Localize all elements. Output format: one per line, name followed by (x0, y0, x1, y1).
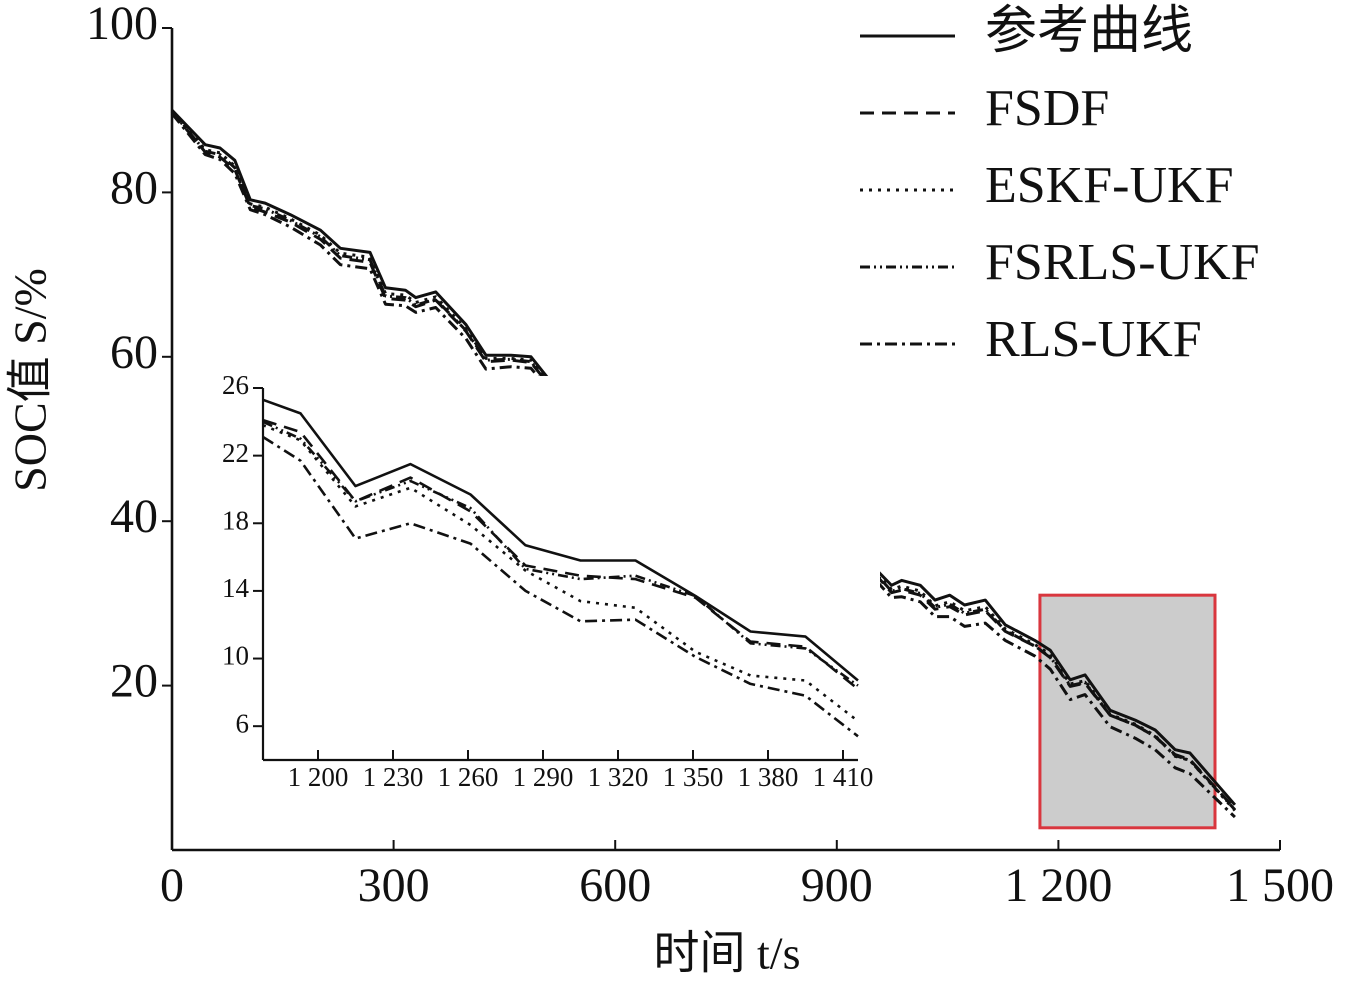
y-tick-label: 60 (110, 326, 158, 379)
y-tick-label: 20 (110, 655, 158, 708)
x-tick-label: 300 (358, 859, 430, 912)
y-tick-label: 10 (222, 641, 249, 671)
x-tick-label: 0 (160, 859, 184, 912)
x-tick-label: 1 260 (438, 762, 499, 792)
series-line (262, 398, 859, 682)
x-tick-label: 1 290 (513, 762, 574, 792)
x-axis-label: 时间 t/s (654, 928, 801, 979)
y-tick-label: 80 (110, 161, 158, 214)
x-tick-label: 1 320 (588, 762, 649, 792)
y-tick-label: 100 (86, 0, 158, 50)
legend-label: ESKF-UKF (985, 157, 1234, 214)
legend-label: RLS-UKF (985, 311, 1202, 368)
y-axis-label: SOC值 S/% (5, 268, 56, 492)
x-tick-label: 1 200 (1004, 859, 1112, 912)
x-tick-label: 900 (801, 859, 873, 912)
y-tick-label: 22 (222, 438, 249, 468)
inset-background (213, 376, 880, 800)
x-tick-label: 1 500 (1226, 859, 1334, 912)
x-tick-label: 1 410 (813, 762, 874, 792)
x-tick-label: 1 380 (738, 762, 799, 792)
y-tick-label: 18 (222, 505, 249, 535)
y-tick-label: 14 (222, 573, 250, 603)
legend-label: FSRLS-UKF (985, 234, 1260, 291)
x-tick-label: 1 350 (663, 762, 724, 792)
legend-label: 参考曲线 (985, 3, 1193, 60)
legend-label: FSDF (985, 80, 1109, 137)
y-tick-label: 6 (236, 708, 250, 738)
x-tick-label: 600 (579, 859, 651, 912)
x-tick-label: 1 200 (288, 762, 349, 792)
y-tick-label: 26 (222, 370, 249, 400)
x-tick-label: 1 230 (363, 762, 424, 792)
y-tick-label: 40 (110, 490, 158, 543)
highlight-box (1038, 593, 1217, 830)
series-line (262, 420, 859, 687)
